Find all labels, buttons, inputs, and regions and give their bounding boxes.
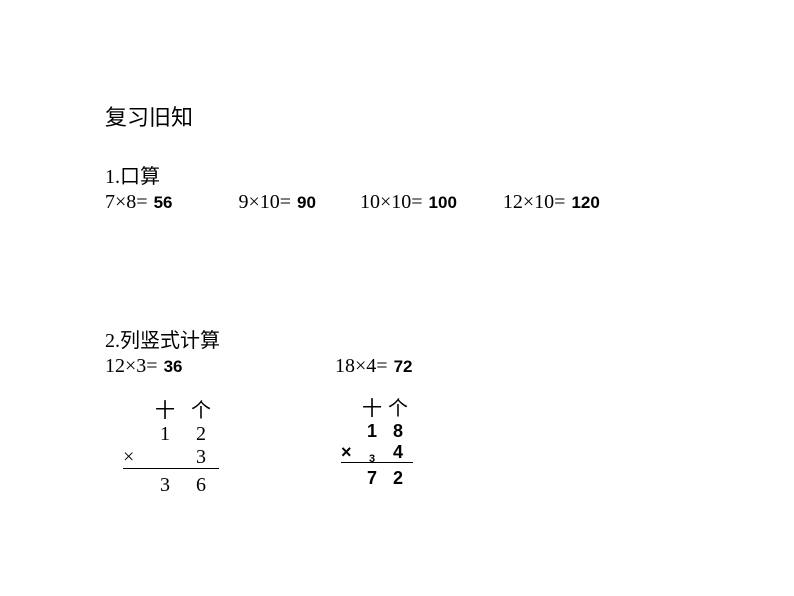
expression: 12×10= [503, 191, 566, 214]
answer: 56 [154, 193, 173, 213]
place-tens: 十 [147, 394, 183, 423]
multiplier-ones: 4 [385, 442, 411, 463]
expression: 12×3= [105, 355, 158, 378]
expression: 10×10= [360, 191, 423, 214]
place-ones: 个 [183, 394, 219, 423]
top-ones: 8 [385, 421, 411, 442]
result-tens: 7 [359, 468, 385, 489]
carry-digit: 3 [369, 453, 375, 465]
answer: 90 [297, 193, 316, 213]
expression: 18×4= [335, 355, 388, 378]
answer: 100 [429, 193, 457, 213]
multiplier-ones: 3 [183, 446, 219, 469]
expression: 9×10= [238, 191, 291, 214]
mental-item: 9×10= 90 [238, 191, 315, 214]
mental-item: 7×8= 56 [105, 191, 172, 214]
page-title: 复习旧知 [105, 100, 705, 132]
mental-math-row: 7×8= 56 9×10= 90 10×10= 100 12×10= 120 [105, 191, 705, 214]
answer: 120 [571, 193, 599, 213]
top-tens: 1 [147, 423, 183, 446]
place-tens: 十 [359, 392, 385, 421]
section1-label: 1.口算 [105, 160, 705, 189]
vertical-work: 十 个 1 8 × 3 4 7 [341, 392, 565, 489]
vertical-work: 十 个 1 2 × 3 3 6 [123, 394, 335, 497]
top-ones: 2 [183, 423, 219, 446]
operator: × [123, 446, 147, 469]
mental-item: 10×10= 100 [360, 191, 457, 214]
vertical-problem: 12×3= 36 十 个 1 2 × 3 [105, 355, 335, 497]
result-ones: 6 [183, 474, 219, 497]
top-tens: 1 [359, 421, 385, 442]
mental-item: 12×10= 120 [503, 191, 600, 214]
vertical-problem: 18×4= 72 十 个 1 8 × 3 [335, 355, 565, 489]
operator: × [341, 442, 359, 463]
vertical-calc-row: 12×3= 36 十 个 1 2 × 3 [105, 355, 705, 497]
result-ones: 2 [385, 468, 411, 489]
answer: 72 [394, 357, 413, 377]
section2-label: 2.列竖式计算 [105, 324, 705, 353]
answer: 36 [164, 357, 183, 377]
expression: 7×8= [105, 191, 148, 214]
place-ones: 个 [385, 392, 411, 421]
worksheet: 复习旧知 1.口算 7×8= 56 9×10= 90 10×10= 100 12… [105, 100, 705, 497]
result-tens: 3 [147, 474, 183, 497]
